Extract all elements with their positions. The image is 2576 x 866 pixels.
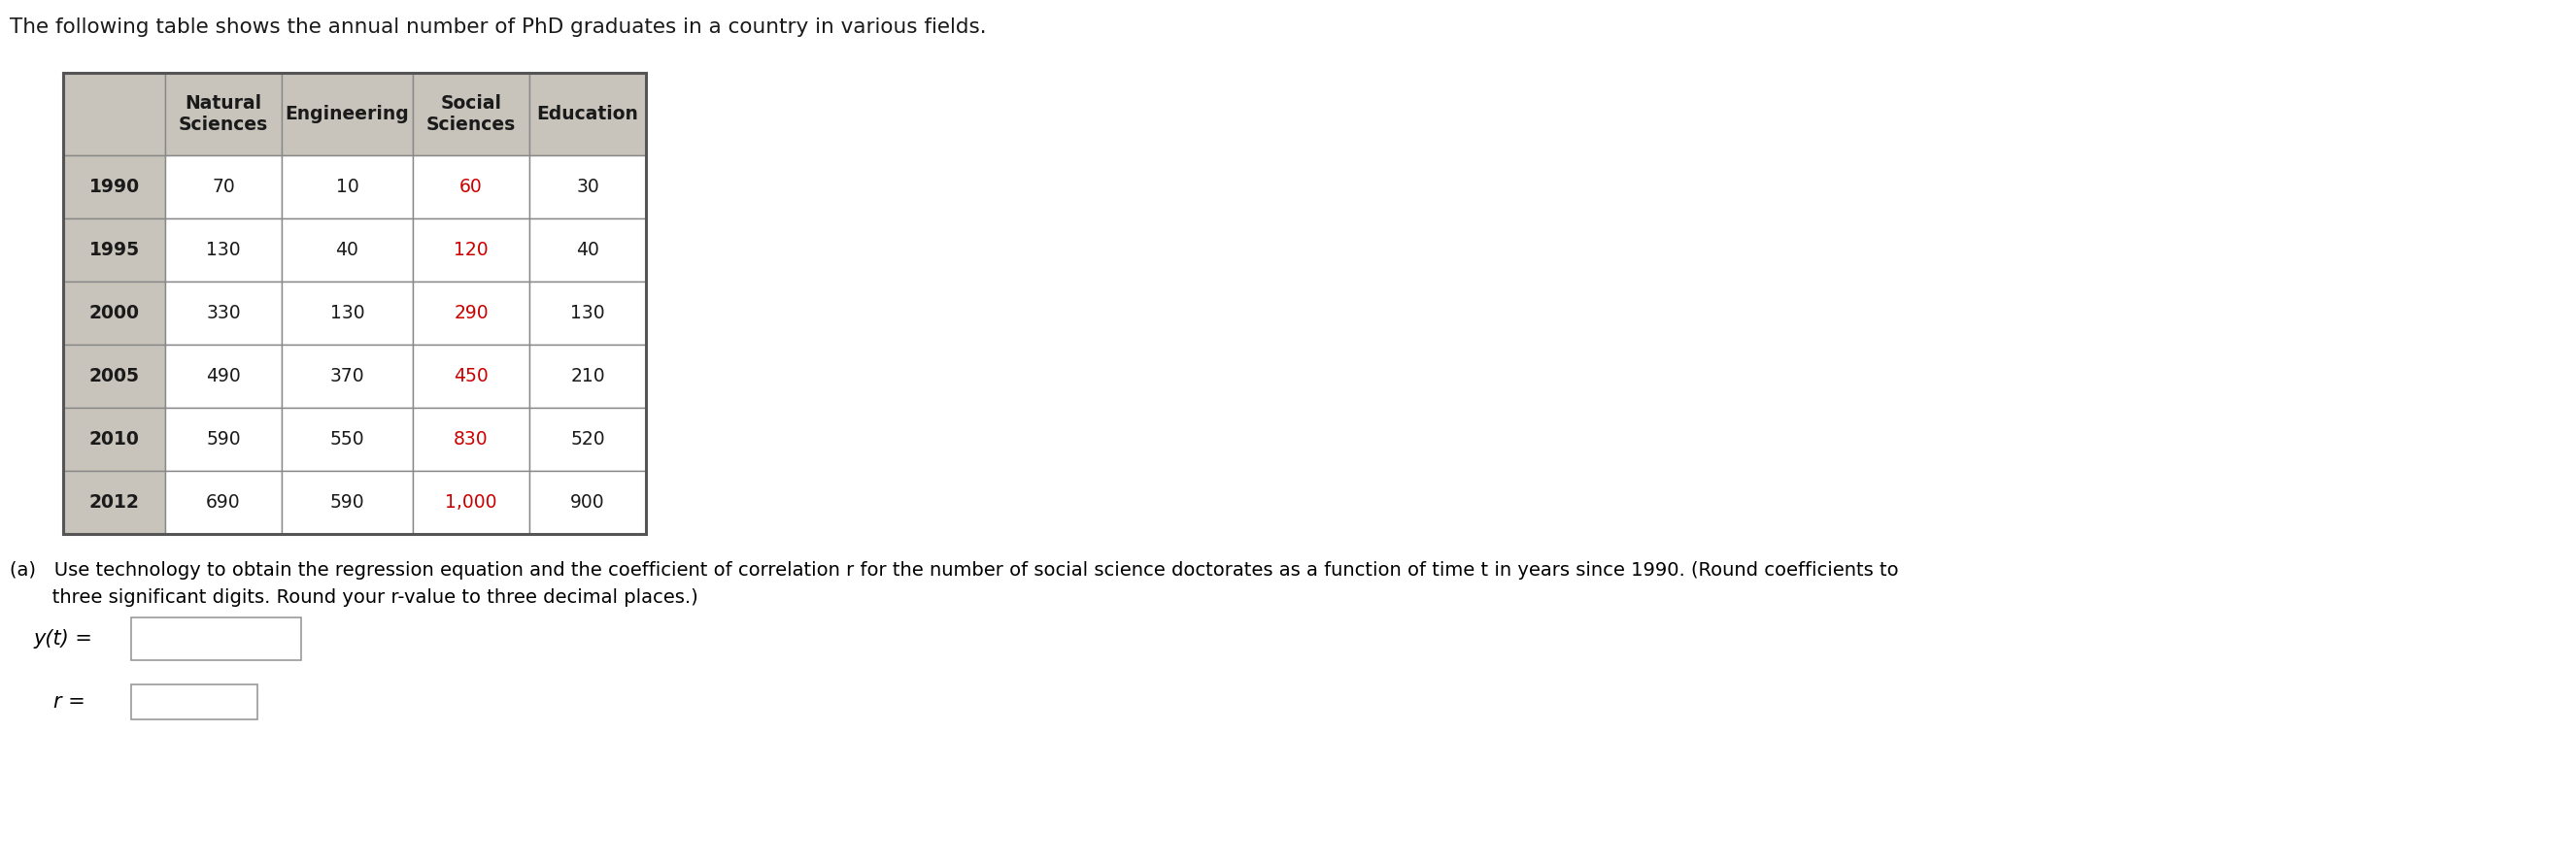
Bar [165,408,281,471]
Text: Education: Education [536,105,639,123]
Text: 550: 550 [330,430,366,449]
Text: 60: 60 [459,178,482,196]
Text: 370: 370 [330,367,366,385]
Bar [281,155,412,218]
Bar [165,281,281,345]
Bar [165,471,281,534]
Bar [412,471,531,534]
Text: Social
Sciences: Social Sciences [425,94,515,134]
Bar [165,345,281,408]
Text: 70: 70 [211,178,234,196]
Text: 330: 330 [206,304,240,322]
Text: y(t) =: y(t) = [33,629,93,649]
Text: r =: r = [54,692,85,712]
Bar [531,73,647,155]
Text: 2010: 2010 [90,430,139,449]
Text: 130: 130 [569,304,605,322]
Text: 10: 10 [335,178,358,196]
Text: 2000: 2000 [90,304,139,322]
Text: 590: 590 [206,430,240,449]
Bar [165,218,281,281]
Text: 120: 120 [453,241,489,259]
Bar [64,471,165,534]
Text: 690: 690 [206,494,240,512]
Text: 2005: 2005 [90,367,139,385]
Bar [531,155,647,218]
Bar [531,281,647,345]
Text: 1,000: 1,000 [446,494,497,512]
Text: 40: 40 [335,241,358,259]
Bar [412,155,531,218]
Bar [531,345,647,408]
Text: 30: 30 [577,178,600,196]
Text: 520: 520 [569,430,605,449]
Text: 830: 830 [453,430,489,449]
Text: 130: 130 [206,241,240,259]
Bar [281,281,412,345]
Text: 490: 490 [206,367,240,385]
Text: 290: 290 [453,304,489,322]
Bar [64,408,165,471]
Text: 210: 210 [569,367,605,385]
Text: The following table shows the annual number of PhD graduates in a country in var: The following table shows the annual num… [10,17,987,37]
Text: (a)   Use technology to obtain the regression equation and the coefficient of co: (a) Use technology to obtain the regress… [10,561,1899,579]
Bar [412,281,531,345]
Bar [64,73,165,155]
Bar [281,408,412,471]
Text: 900: 900 [569,494,605,512]
Bar [281,345,412,408]
Text: 1995: 1995 [88,241,139,259]
Text: three significant digits. Round your r-value to three decimal places.): three significant digits. Round your r-v… [10,588,698,607]
Bar [531,471,647,534]
Bar [412,408,531,471]
Bar [64,73,647,534]
Bar [165,155,281,218]
Text: Natural
Sciences: Natural Sciences [178,94,268,134]
Bar [281,218,412,281]
Text: 2012: 2012 [90,494,139,512]
Bar [131,684,258,720]
Bar [165,73,281,155]
Text: 40: 40 [577,241,600,259]
Bar [281,73,412,155]
Text: 590: 590 [330,494,366,512]
Bar [412,345,531,408]
Bar [64,345,165,408]
Bar [531,408,647,471]
Text: 1990: 1990 [88,178,139,196]
Text: 450: 450 [453,367,489,385]
Bar [531,218,647,281]
Bar [64,218,165,281]
Bar [131,617,301,660]
Bar [281,471,412,534]
Bar [412,218,531,281]
Bar [64,155,165,218]
Bar [412,73,531,155]
Text: 130: 130 [330,304,366,322]
Text: Engineering: Engineering [286,105,410,123]
Bar [64,281,165,345]
